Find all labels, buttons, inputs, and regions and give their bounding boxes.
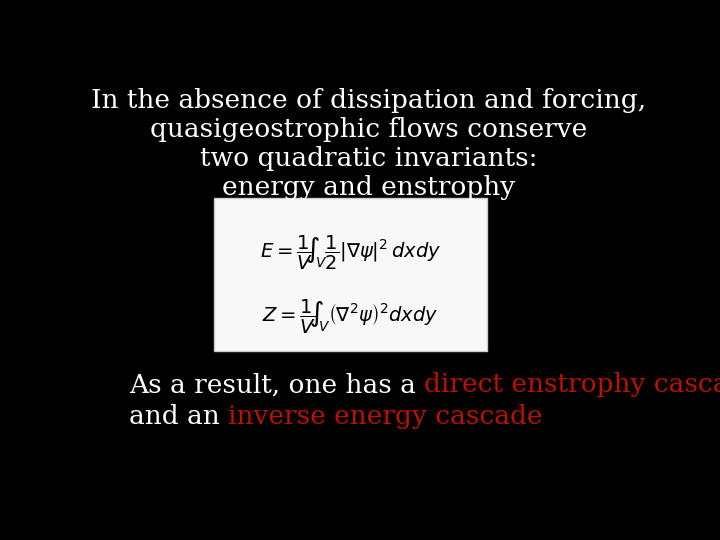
Text: $Z = \dfrac{1}{V}\!\!\int_{\!\!V} \left(\nabla^2 \psi\right)^2 dxdy$: $Z = \dfrac{1}{V}\!\!\int_{\!\!V} \left(… (262, 298, 438, 336)
Text: quasigeostrophic flows conserve: quasigeostrophic flows conserve (150, 117, 588, 142)
Text: energy and enstrophy: energy and enstrophy (222, 175, 516, 200)
Text: two quadratic invariants:: two quadratic invariants: (200, 146, 538, 171)
Text: In the absence of dissipation and forcing,: In the absence of dissipation and forcin… (91, 88, 647, 113)
Text: inverse energy cascade: inverse energy cascade (228, 404, 542, 429)
Text: As a result, one has a: As a result, one has a (129, 373, 424, 397)
Text: $E = \dfrac{1}{V}\!\!\int_{\!\!V} \dfrac{1}{2}|\nabla \psi|^2\, dxdy$: $E = \dfrac{1}{V}\!\!\int_{\!\!V} \dfrac… (260, 234, 441, 273)
Text: and an: and an (129, 404, 228, 429)
Text: direct enstrophy cascade: direct enstrophy cascade (424, 373, 720, 397)
FancyBboxPatch shape (214, 198, 487, 351)
